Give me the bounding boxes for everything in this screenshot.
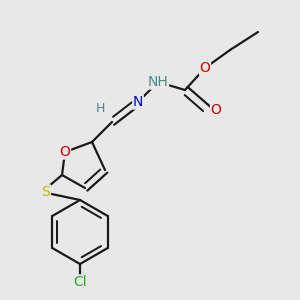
Text: O: O (60, 145, 70, 159)
Text: S: S (42, 185, 50, 199)
Text: N: N (133, 95, 143, 109)
Text: Cl: Cl (73, 275, 87, 289)
Text: NH: NH (148, 75, 168, 89)
Text: H: H (95, 101, 105, 115)
Text: O: O (211, 103, 221, 117)
Text: O: O (200, 61, 210, 75)
